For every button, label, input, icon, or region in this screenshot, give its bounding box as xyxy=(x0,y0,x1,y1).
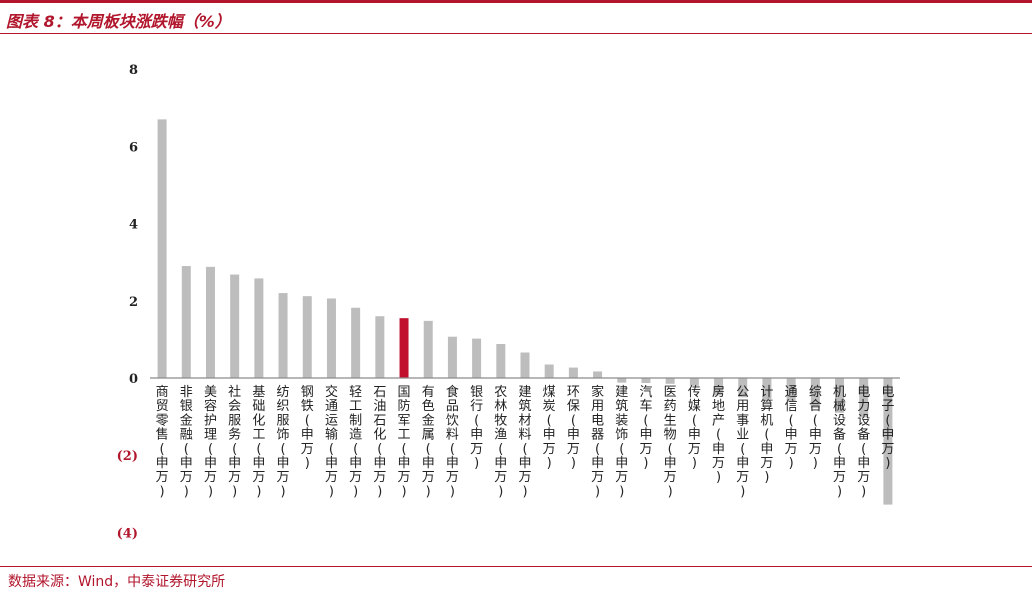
category-label: 电子(申万) xyxy=(881,385,894,471)
bar xyxy=(472,338,482,378)
figure-title: 图表 8：本周板块涨跌幅（%） xyxy=(6,12,231,31)
bar xyxy=(399,318,409,378)
y-tick-label: 4 xyxy=(129,218,138,233)
category-label: 有色金属(申万) xyxy=(422,385,435,499)
category-label: 传媒(申万) xyxy=(688,385,701,471)
y-tick-label: (4) xyxy=(117,526,138,541)
bar xyxy=(883,378,893,505)
bar xyxy=(278,293,288,378)
top-rule xyxy=(0,0,1032,3)
bar xyxy=(689,378,699,386)
category-label: 公用事业(申万) xyxy=(736,385,749,499)
bar xyxy=(326,298,336,378)
bar xyxy=(714,378,724,396)
category-label: 医药生物(申万) xyxy=(664,385,677,499)
bar xyxy=(423,320,433,378)
bar xyxy=(762,378,772,400)
category-label: 农林牧渔(申万) xyxy=(494,385,507,499)
bar xyxy=(641,378,651,384)
y-tick-label: 2 xyxy=(129,295,138,310)
y-tick-label: (2) xyxy=(117,449,138,464)
bar xyxy=(859,378,869,418)
y-tick-label: 6 xyxy=(129,140,138,155)
bar xyxy=(786,378,796,402)
category-label: 家用电器(申万) xyxy=(591,384,604,499)
bar xyxy=(617,378,627,383)
bar xyxy=(544,364,554,378)
bar xyxy=(205,266,215,378)
bar xyxy=(738,378,748,398)
category-label: 钢铁(申万) xyxy=(301,385,314,471)
category-label: 国防军工(申万) xyxy=(398,385,411,499)
bar xyxy=(520,352,530,378)
y-tick-label: 8 xyxy=(129,63,138,78)
category-label: 煤炭(申万) xyxy=(543,385,556,471)
bar xyxy=(665,378,675,384)
category-label: 石油石化(申万) xyxy=(373,385,386,499)
y-tick-label: 0 xyxy=(129,372,138,387)
category-label: 房地产(申万) xyxy=(712,384,725,485)
bar xyxy=(254,278,264,378)
bar xyxy=(835,378,845,413)
category-label: 环保(申万) xyxy=(567,385,580,471)
bar xyxy=(496,344,506,378)
category-label: 食品饮料(申万) xyxy=(446,384,459,499)
category-label: 纺织服饰(申万) xyxy=(277,385,290,499)
category-label: 综合(申万) xyxy=(809,385,822,471)
bottom-rule xyxy=(0,566,1032,567)
bar xyxy=(181,266,191,378)
category-label: 机械设备(申万) xyxy=(833,385,846,499)
category-label: 商贸零售(申万) xyxy=(156,385,169,499)
category-label: 交通运输(申万) xyxy=(325,384,338,499)
category-label: 轻工制造(申万) xyxy=(349,385,362,499)
bar xyxy=(810,378,820,409)
bar xyxy=(375,316,385,378)
category-label: 建筑材料(申万) xyxy=(518,385,531,499)
bar xyxy=(447,336,457,378)
bar xyxy=(230,274,240,378)
bar xyxy=(351,307,361,378)
bar xyxy=(568,367,578,378)
category-label: 建筑装饰(申万) xyxy=(615,385,628,499)
category-label: 通信(申万) xyxy=(785,385,798,471)
category-label: 汽车(申万) xyxy=(639,385,652,471)
bar xyxy=(157,119,167,378)
category-label: 非银金融(申万) xyxy=(180,385,193,499)
category-label: 电力设备(申万) xyxy=(857,385,870,499)
category-label: 基础化工(申万) xyxy=(252,385,265,499)
category-label: 银行(申万) xyxy=(470,385,483,471)
bar xyxy=(593,371,603,378)
bar xyxy=(302,296,312,378)
source-note: 数据来源：Wind，中泰证券研究所 xyxy=(8,574,226,590)
category-label: 美容护理(申万) xyxy=(204,385,217,499)
category-label: 社会服务(申万) xyxy=(228,384,241,499)
title-rule xyxy=(0,33,1032,34)
category-label: 计算机(申万) xyxy=(760,385,773,485)
